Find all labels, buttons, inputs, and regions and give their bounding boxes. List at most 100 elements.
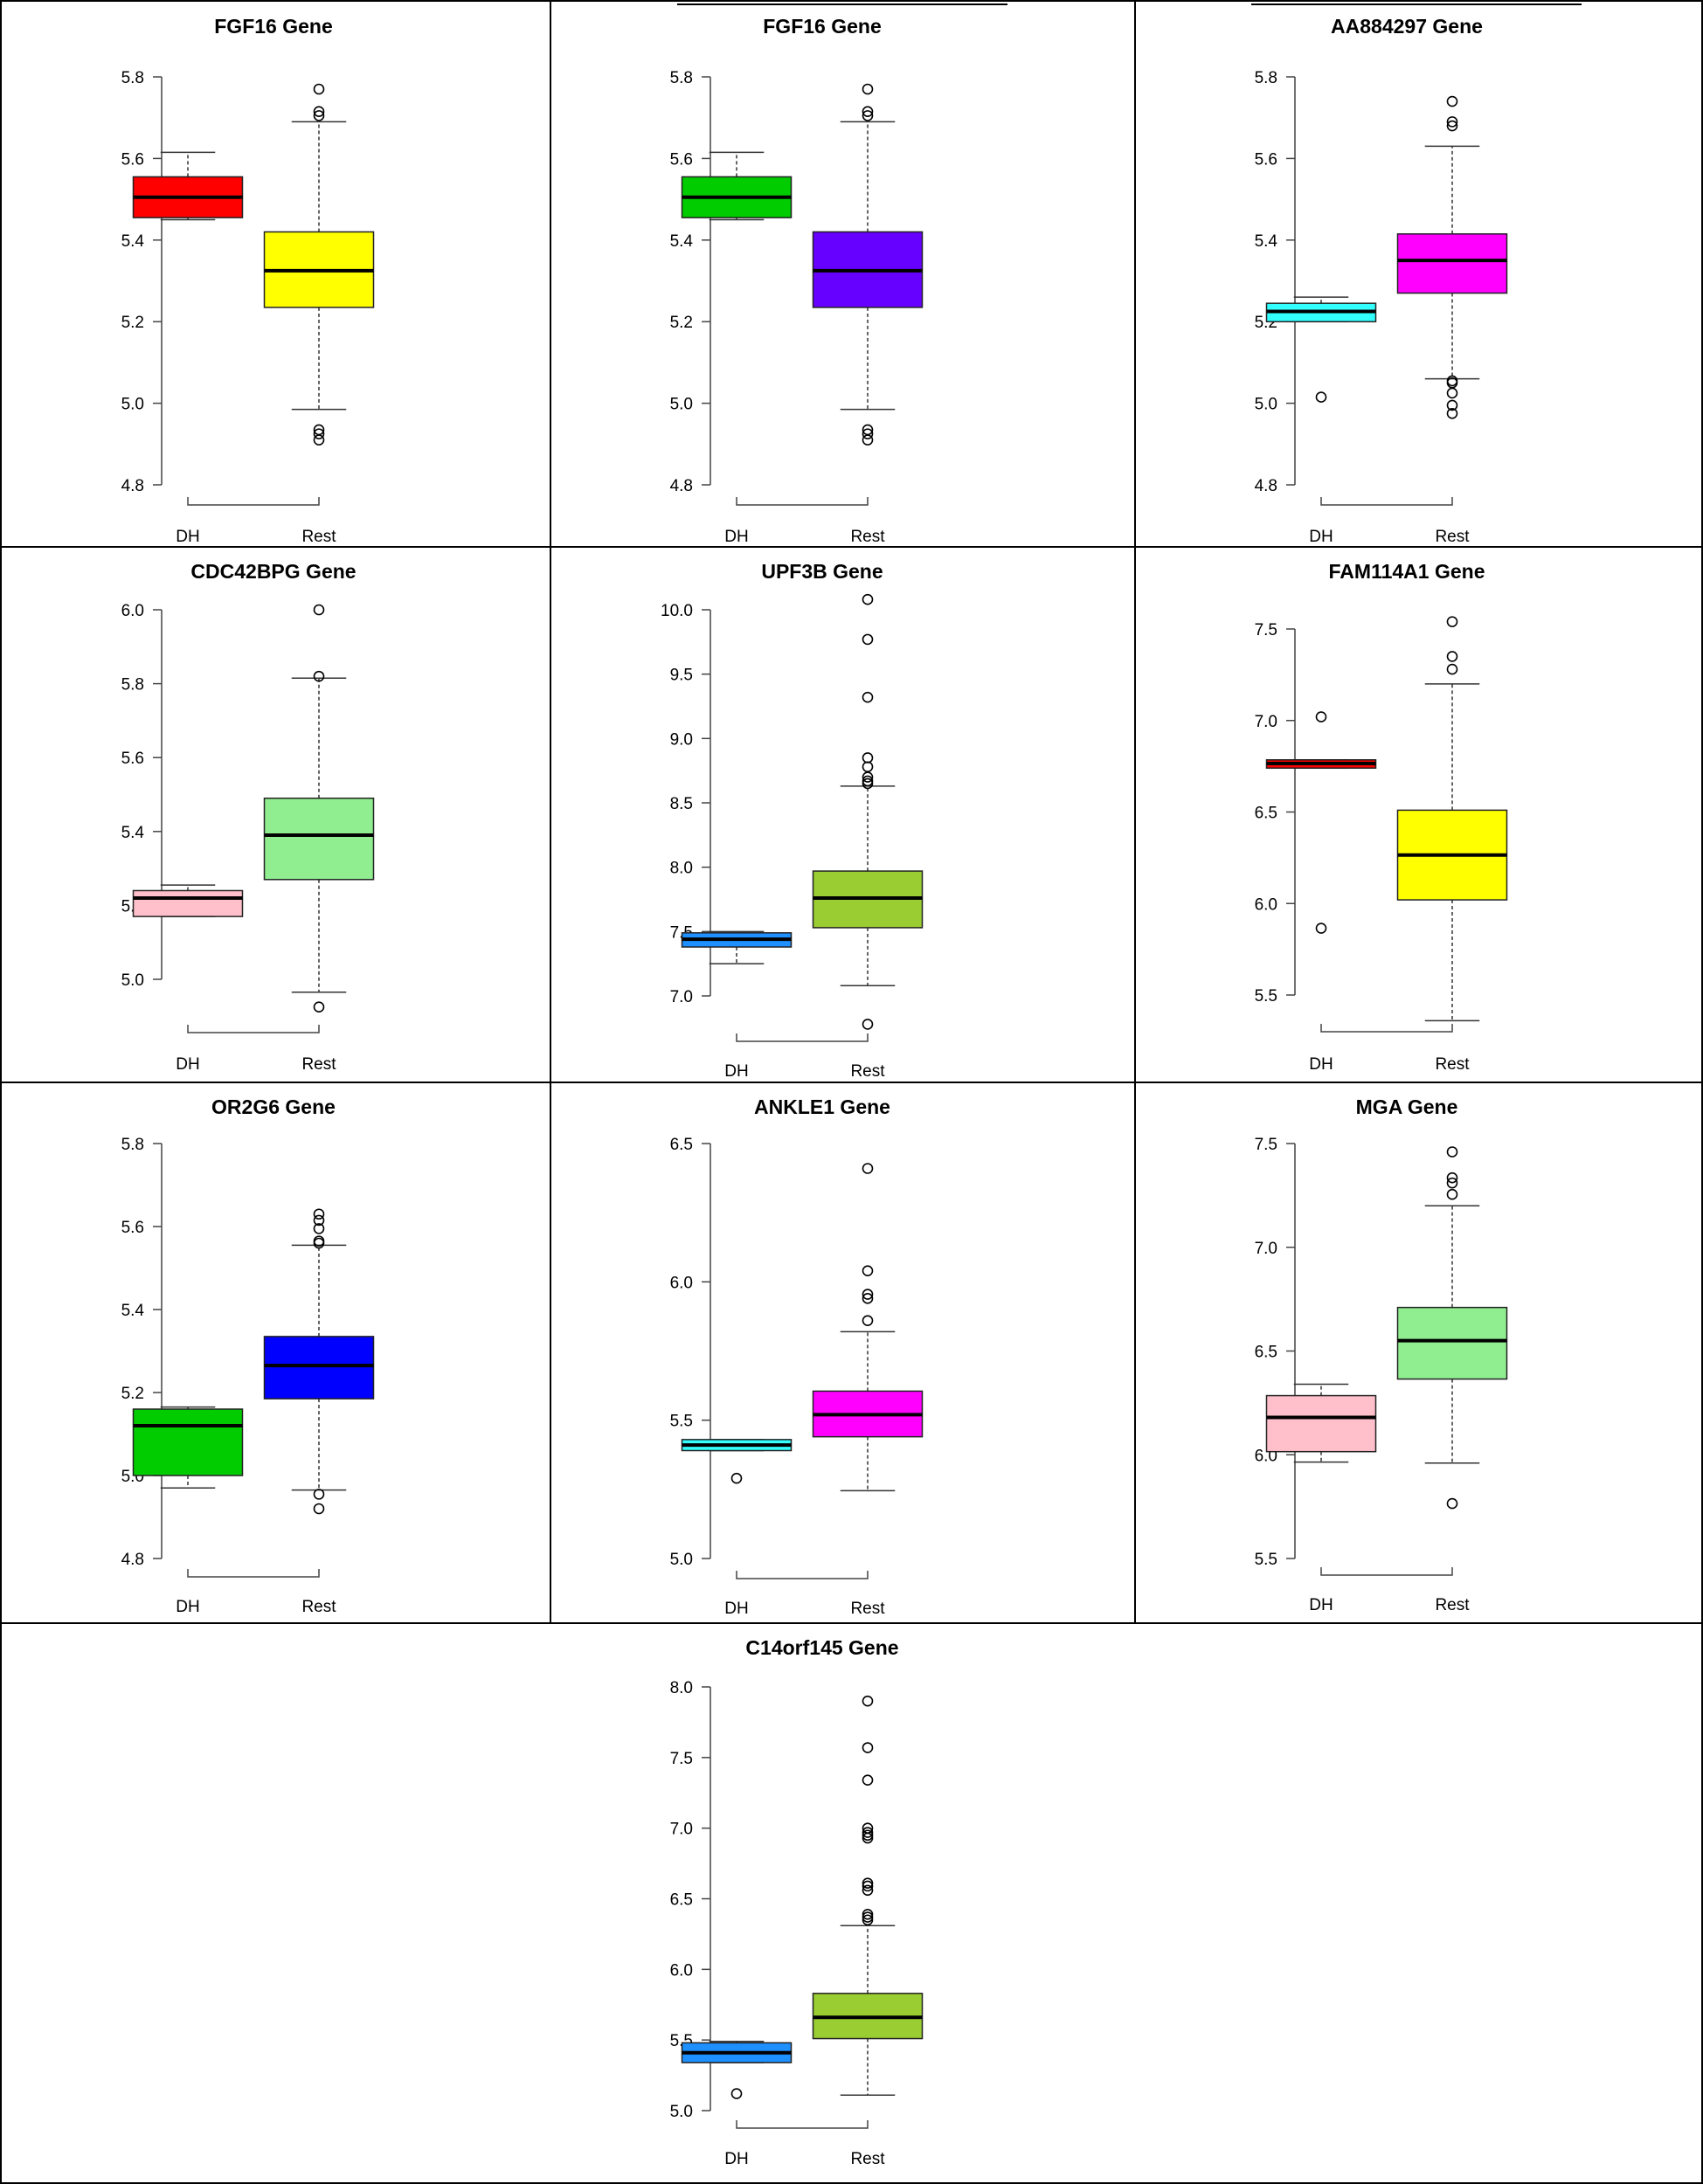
y-tick-label: 7.0 [670,988,693,1006]
x-category-label: Rest [301,1598,336,1616]
boxplot-panel: FAM114A1 Gene 5.5 6.0 6.5 7.0 7.5 DH Rest [1255,560,1508,1074]
outlier-point [1446,95,1458,107]
y-tick-label: 5.8 [670,69,693,87]
outlier-point [862,761,874,773]
outlier-point [313,1214,325,1227]
y-tick-label: 5.6 [670,150,693,169]
y-tick-label: 6.0 [1255,895,1277,914]
outlier-point [1446,1177,1458,1189]
outlier-point [862,752,874,764]
y-tick-label: 5.4 [121,232,145,251]
outlier-point [1315,923,1327,934]
x-category-label: Rest [1435,528,1470,546]
y-tick-label: 5.4 [1255,232,1278,251]
y-tick-label: 6.5 [670,1136,693,1154]
y-tick-label: 7.0 [1255,1240,1277,1258]
y-tick-label: 9.0 [670,730,693,749]
x-category-label: Rest [850,528,885,546]
y-tick-label: 5.6 [121,150,144,169]
outlier-point [862,1908,874,1920]
y-tick-label: 5.6 [121,750,144,768]
x-category-label: Rest [1435,1596,1470,1614]
x-category-label: Rest [1435,1055,1470,1074]
outlier-point [730,1472,743,1484]
x-category-label: DH [176,528,199,546]
x-category-label: Rest [301,528,336,546]
outlier-point [862,1884,874,1897]
outlier-point [862,428,874,439]
x-category-label: Rest [301,1055,336,1074]
panel-top-rule [677,3,1007,5]
outlier-point [862,691,874,703]
column-divider [1134,2,1136,1624]
y-tick-label: 7.0 [670,1821,693,1839]
x-category-label: DH [724,1062,748,1081]
x-axis-bracket [736,1033,869,1042]
outlier-point [862,1877,874,1890]
y-tick-label: 5.2 [121,314,144,332]
x-axis-bracket [1320,1024,1453,1033]
outlier-point [862,1163,874,1174]
y-tick-label: 5.0 [670,2103,693,2121]
y-tick-label: 5.0 [670,396,693,414]
outlier-point [862,1265,874,1276]
outlier-point [862,1315,874,1326]
box-rest [1396,233,1508,294]
y-tick-label: 5.4 [670,232,694,251]
x-axis-bracket [736,497,869,506]
y-tick-label: 4.8 [670,477,693,495]
x-category-label: DH [1309,1596,1333,1614]
x-category-label: DH [176,1598,199,1616]
y-tick-label: 5.4 [121,824,145,842]
y-tick-label: 6.0 [670,1274,693,1292]
outlier-point [1446,1188,1458,1200]
boxplot-panel: ANKLE1 Gene 5.0 5.5 6.0 6.5 DH Rest [670,1095,924,1618]
chart-title: UPF3B Gene [761,560,883,583]
outlier-point [862,1914,874,1926]
y-tick-label: 4.8 [1255,477,1277,495]
chart-title: C14orf145 Gene [745,1636,898,1659]
chart-title: FGF16 Gene [763,15,881,38]
y-tick-label: 5.0 [121,971,144,990]
y-tick-label: 7.5 [1255,1136,1277,1154]
y-tick-label: 5.6 [1255,150,1277,169]
x-axis-bracket [736,1571,869,1579]
chart-title: CDC42BPG Gene [190,560,356,583]
y-tick-label: 5.8 [121,676,144,695]
y-tick-label: 4.8 [121,477,144,495]
x-category-label: Rest [850,1600,885,1618]
y-tick-label: 5.5 [1255,1551,1277,1569]
y-tick-label: 8.5 [670,795,693,813]
outlier-point [1446,399,1458,411]
box-rest [1396,1306,1508,1380]
chart-title: MGA Gene [1356,1095,1458,1118]
outlier-point [1446,1171,1458,1184]
box-dh [132,1408,244,1476]
outlier-point [1446,116,1458,128]
outlier-point [862,83,874,95]
outlier-point [862,1911,874,1923]
outlier-point [862,1289,874,1300]
outlier-point [862,1880,874,1892]
outlier-point [730,2088,743,2099]
x-category-label: DH [724,528,748,546]
outlier-point [862,1774,874,1786]
outlier-point [313,604,325,616]
x-category-label: DH [1309,1055,1333,1074]
y-tick-label: 5.8 [121,69,144,87]
outlier-point [313,106,325,117]
y-tick-label: 6.5 [1255,1344,1277,1362]
x-axis-bracket [187,497,320,506]
y-tick-label: 5.2 [670,314,693,332]
outlier-point [1446,120,1458,132]
x-category-label: Rest [850,1062,885,1081]
outlier-point [1315,711,1327,722]
x-category-label: DH [1309,528,1333,546]
x-category-label: DH [724,2150,748,2168]
